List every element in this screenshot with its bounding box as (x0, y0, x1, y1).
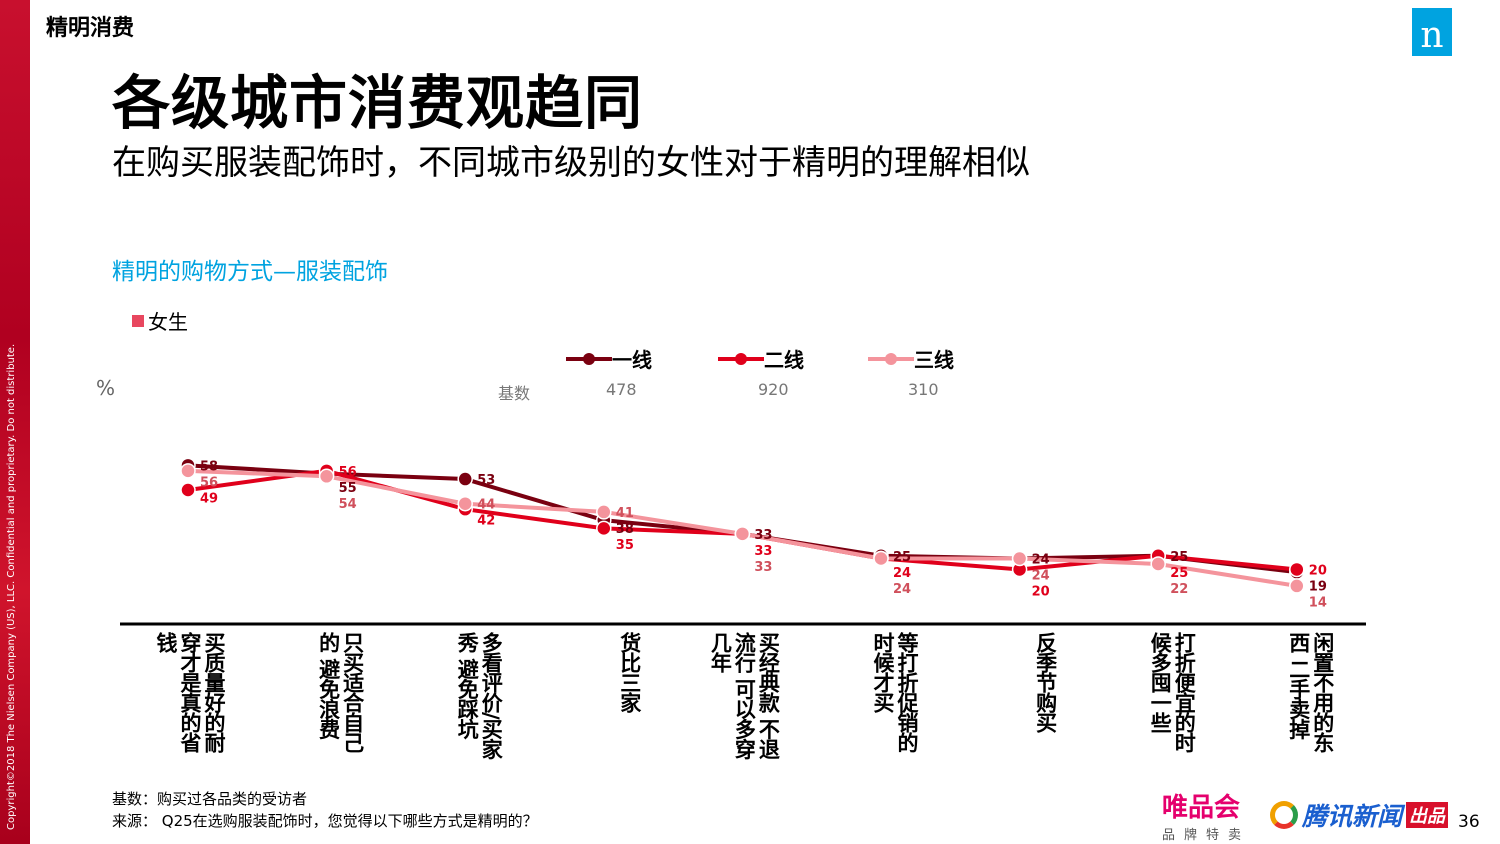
data-label: 56 (200, 475, 218, 490)
data-label: 25 (893, 550, 911, 565)
data-label: 25 (1170, 566, 1188, 581)
chart-title: 精明的购物方式—服装配饰 (112, 259, 388, 285)
tencent-tag: 出品 (1406, 802, 1449, 828)
category-label: 多看评价/买家秀 避免踩坑 (455, 632, 504, 759)
data-label: 22 (1170, 582, 1188, 597)
data-label: 33 (754, 528, 772, 543)
side-strip: Copyright©2018 The Nielsen Company (US),… (0, 0, 30, 844)
data-label: 33 (754, 544, 772, 559)
data-label: 19 (1309, 579, 1327, 594)
data-label: 42 (477, 514, 495, 529)
data-label: 24 (893, 582, 911, 597)
legend-label: 一线 (612, 348, 652, 372)
legend-label: 三线 (914, 348, 954, 372)
data-point (1289, 578, 1305, 594)
data-point (457, 471, 473, 487)
tencent-news-logo: 腾讯新闻 出品 (1270, 797, 1449, 833)
data-label: 35 (616, 538, 634, 553)
data-label: 24 (1032, 553, 1050, 568)
base-count: 310 (908, 380, 939, 399)
category-label: 打折便宜的时候多囤一些 (1148, 632, 1197, 752)
data-point (457, 495, 473, 512)
legend-item: 三线 (868, 344, 954, 373)
footer-base: 基数：购买过各品类的受访者 (112, 790, 308, 808)
data-point (873, 550, 889, 567)
square-icon (132, 314, 144, 327)
data-point (596, 504, 612, 520)
category-label: 只买适合自己的 避免浪费 (316, 632, 365, 752)
female-label: 女生 (148, 310, 188, 334)
page-title: 各级城市消费观趋同 (112, 69, 644, 137)
data-point (734, 526, 751, 542)
data-point (318, 468, 335, 485)
category-label: 买质量好的耐穿才是真的省钱 (154, 632, 226, 752)
data-label: 55 (339, 481, 357, 496)
category-label: 买经典款 不退流行 可以多穿几年 (708, 632, 781, 759)
page-number: 36 (1458, 812, 1480, 832)
data-point (596, 520, 612, 537)
data-label: 53 (477, 473, 495, 488)
data-label: 56 (339, 465, 357, 480)
legend-label: 二线 (764, 348, 804, 372)
section-label: 精明消费 (46, 16, 135, 41)
data-label: 54 (339, 497, 357, 512)
data-label: 41 (616, 506, 634, 521)
vip-logo: 唯品会 (1162, 793, 1241, 823)
legend-marker-icon (868, 352, 914, 365)
data-label: 49 (200, 491, 218, 506)
data-label: 20 (1032, 585, 1050, 600)
legend-marker-icon (566, 352, 612, 365)
data-label: 38 (616, 522, 634, 537)
data-point (180, 482, 196, 498)
tencent-icon (1270, 801, 1298, 829)
category-label: 反季节购买 (1033, 632, 1058, 732)
data-label: 44 (477, 498, 495, 513)
page-subtitle: 在购买服装配饰时，不同城市级别的女性对于精明的理解相似 (112, 143, 1030, 183)
data-label: 33 (754, 560, 772, 575)
category-label: 货比三家 (617, 632, 642, 712)
base-count: 920 (758, 380, 789, 399)
female-legend: 女生 (132, 306, 188, 335)
data-label: 58 (200, 459, 218, 474)
base-label: 基数 (498, 384, 531, 403)
data-label: 20 (1309, 563, 1327, 578)
unit-label: % (96, 376, 116, 400)
base-count: 478 (606, 380, 637, 399)
data-label: 24 (893, 566, 911, 581)
data-label: 25 (1170, 550, 1188, 565)
legend-item: 二线 (718, 344, 804, 373)
data-label: 14 (1309, 595, 1327, 610)
nielsen-logo: n (1412, 8, 1452, 56)
tencent-text: 腾讯新闻 (1302, 802, 1403, 831)
category-label: 等打折促销的时候才买 (871, 632, 919, 752)
footer-source: 来源： Q25在选购服装配饰时，您觉得以下哪些方式是精明的？ (112, 812, 538, 830)
data-point (180, 463, 196, 479)
data-point (1011, 550, 1028, 567)
data-point (1289, 561, 1305, 578)
vip-sub: 品牌特卖 (1162, 828, 1251, 843)
legend-item: 一线 (566, 344, 652, 373)
legend-marker-icon (718, 352, 764, 365)
category-label: 闲置不用的东西 二手卖掉 (1286, 632, 1335, 752)
data-label: 24 (1032, 569, 1050, 584)
data-point (1150, 556, 1166, 572)
